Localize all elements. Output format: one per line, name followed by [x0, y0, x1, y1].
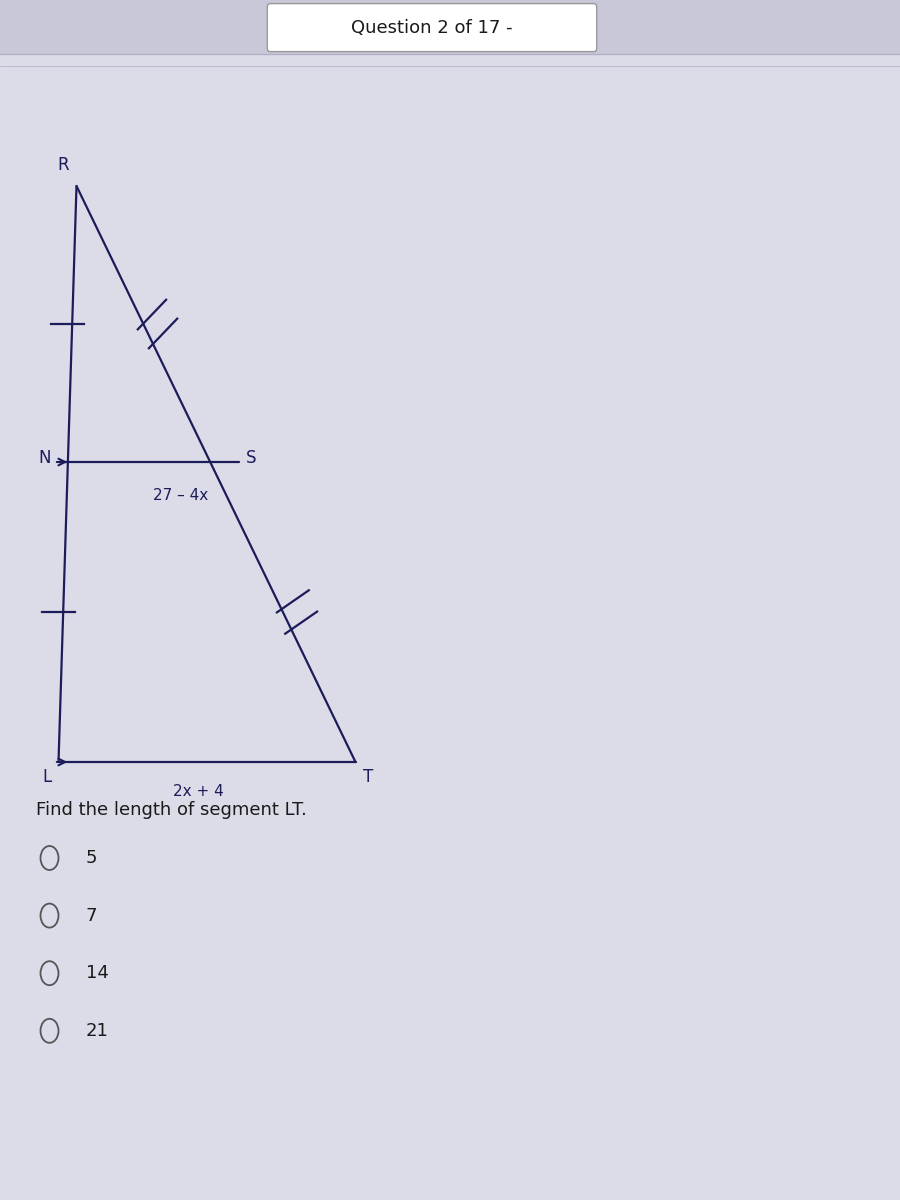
Text: 27 – 4x: 27 – 4x: [153, 488, 208, 504]
Text: L: L: [42, 768, 51, 786]
Text: Question 2 of 17 -: Question 2 of 17 -: [351, 19, 513, 37]
FancyBboxPatch shape: [267, 4, 597, 52]
Text: 14: 14: [86, 965, 108, 982]
Text: 21: 21: [86, 1022, 108, 1039]
Text: Find the length of segment LT.: Find the length of segment LT.: [36, 802, 307, 818]
Text: 7: 7: [86, 907, 97, 924]
Text: R: R: [58, 156, 69, 174]
Text: N: N: [39, 449, 51, 467]
Bar: [0, 0, 900, 54]
Text: 2x + 4: 2x + 4: [173, 784, 223, 799]
Text: T: T: [363, 768, 373, 786]
Text: S: S: [246, 449, 256, 467]
Text: 5: 5: [86, 850, 97, 866]
